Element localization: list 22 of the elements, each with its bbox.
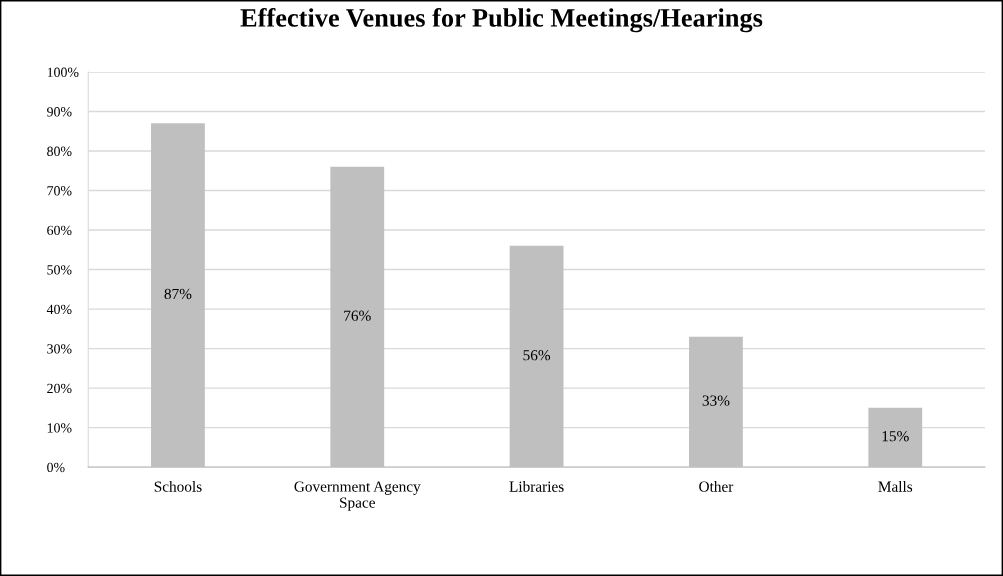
y-tick-label: 0%: [47, 462, 65, 473]
data-label: 87%: [164, 288, 192, 300]
x-tick-label: Schools: [154, 481, 202, 492]
y-tick-label: 100%: [47, 67, 79, 77]
x-tick-label: Libraries: [509, 481, 564, 492]
y-tick-label: 10%: [47, 423, 72, 433]
data-label: 56%: [523, 350, 551, 361]
x-tick-label: Malls: [878, 481, 913, 492]
y-tick-label: 20%: [47, 383, 72, 394]
y-tick-label: 40%: [46, 304, 72, 315]
x-tick-label: Other: [699, 481, 734, 492]
y-tick-label: 30%: [47, 344, 72, 354]
data-label: 33%: [702, 395, 730, 406]
data-label: 15%: [882, 431, 909, 442]
y-tick-label: 60%: [47, 225, 72, 236]
y-tick-label: 80%: [47, 146, 72, 157]
y-tick-label: 90%: [47, 107, 72, 117]
y-tick-label: 70%: [47, 186, 72, 196]
data-label: 76%: [344, 310, 371, 321]
y-tick-label: 50%: [47, 265, 72, 275]
x-tick-label: Government Agency Space: [294, 481, 421, 511]
chart-title: Effective Venues for Public Meetings/Hearings: [240, 7, 763, 33]
